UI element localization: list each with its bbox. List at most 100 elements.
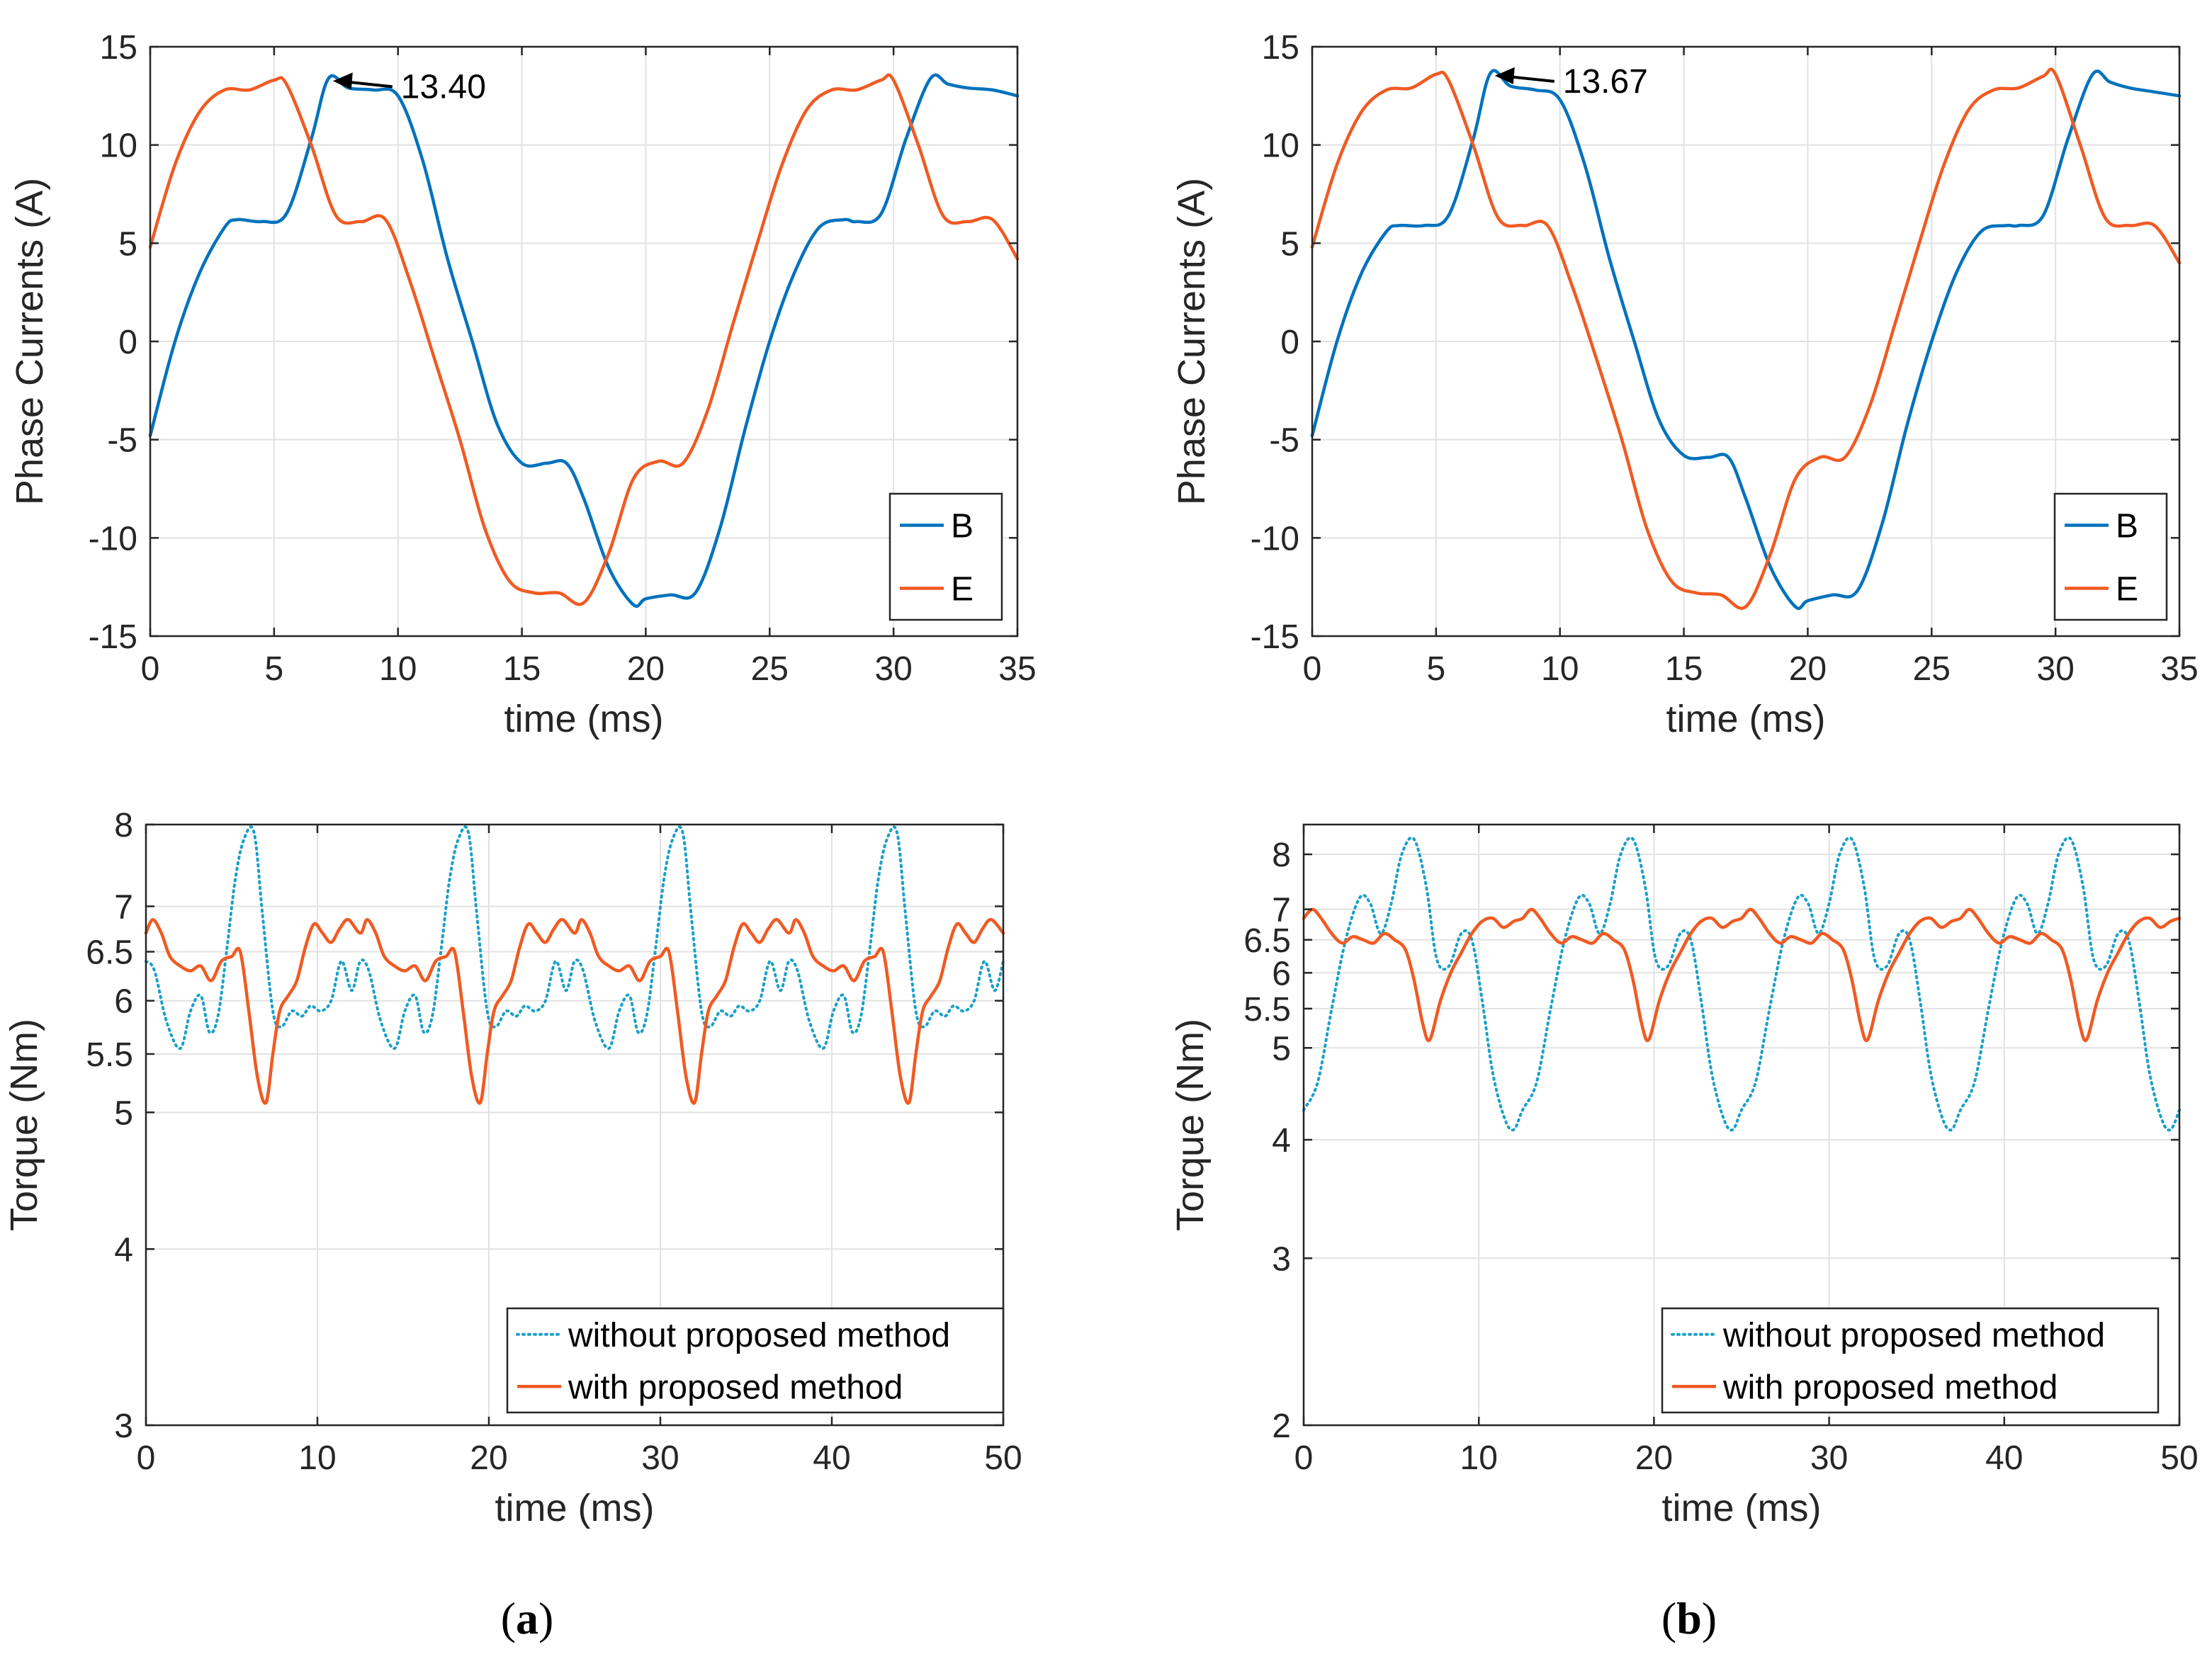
y-tick-label: -5 xyxy=(1269,422,1299,460)
y-axis-label: Phase Currents (A) xyxy=(1170,178,1213,505)
x-axis-label: time (ms) xyxy=(1662,1487,1822,1529)
legend-box xyxy=(888,492,1003,621)
axes-box xyxy=(1302,823,2181,1427)
y-tick-label: 7 xyxy=(114,888,133,926)
x-tick-label: 0 xyxy=(1303,650,1322,688)
series-line-with xyxy=(144,917,1005,1105)
x-tick-label: 30 xyxy=(641,1439,679,1477)
x-tick-label: 30 xyxy=(2036,650,2074,688)
legend-box xyxy=(506,1307,1005,1414)
annotation-arrow-head xyxy=(1494,67,1515,84)
legend-label: E xyxy=(951,571,974,608)
y-tick-label: 5.5 xyxy=(86,1036,133,1074)
x-tick-label: 10 xyxy=(298,1439,336,1477)
y-tick-label: 10 xyxy=(100,128,137,165)
x-tick-label: 20 xyxy=(470,1439,507,1477)
y-tick-label: 3 xyxy=(1272,1240,1291,1278)
annotation-arrow-head xyxy=(332,72,353,90)
axes-box xyxy=(145,823,1005,1427)
series-line-b xyxy=(148,73,1020,608)
y-tick-label: -10 xyxy=(1251,520,1299,557)
y-tick-label: 3 xyxy=(114,1408,133,1445)
series-line-with xyxy=(1302,907,2182,1043)
legend-box xyxy=(1661,1307,2160,1414)
series-line-without xyxy=(145,825,1005,1051)
x-tick-label: 5 xyxy=(1427,650,1446,688)
x-tick-label: 0 xyxy=(1294,1439,1314,1477)
x-axis-label: time (ms) xyxy=(495,1487,655,1529)
x-tick-label: 25 xyxy=(751,650,789,688)
x-tick-label: 10 xyxy=(1541,650,1579,688)
series-line-b xyxy=(1310,69,2182,611)
panel-label-a: (a) xyxy=(500,1593,554,1643)
panel-label-b: (b) xyxy=(1661,1593,1717,1643)
x-tick-label: 5 xyxy=(265,650,284,688)
y-tick-label: 0 xyxy=(118,324,137,361)
x-tick-label: 0 xyxy=(137,1439,156,1477)
y-tick-label: 0 xyxy=(1280,324,1299,361)
legend-box xyxy=(2053,492,2168,621)
y-tick-label: 15 xyxy=(100,29,137,67)
y-tick-label: 6.5 xyxy=(86,934,133,972)
y-tick-label: -15 xyxy=(89,618,137,656)
x-tick-label: 35 xyxy=(998,650,1036,688)
chart-a-bottom: 0 10 20 30 40 50 3 4 5 5.5 6 6.5 7 8 time (ms) Torque (… xyxy=(3,807,1022,1529)
x-tick-label: 30 xyxy=(874,650,912,688)
y-tick-label: 15 xyxy=(1262,29,1299,67)
x-tick-label: 25 xyxy=(1913,650,1951,688)
x-tick-label: 50 xyxy=(984,1439,1022,1477)
x-tick-label: 40 xyxy=(1985,1439,2023,1477)
y-tick-label: 8 xyxy=(1272,837,1291,874)
y-tick-label: 5.5 xyxy=(1243,991,1291,1029)
y-tick-label: 4 xyxy=(114,1231,133,1269)
x-tick-label: 20 xyxy=(1789,650,1827,688)
legend-label: E xyxy=(2116,571,2138,608)
legend-label: with proposed method xyxy=(568,1369,903,1406)
annotation-label: 13.67 xyxy=(1563,63,1648,101)
annotation-label: 13.40 xyxy=(401,68,486,106)
chart-b-top: 0 5 10 15 20 25 30 35 -15 -10 -5 0 5 10 15 time (ms) Pha… xyxy=(1170,29,2199,740)
y-tick-label: 10 xyxy=(1262,128,1299,165)
y-tick-label: -10 xyxy=(89,520,137,557)
x-tick-label: 15 xyxy=(503,650,541,688)
legend-label: B xyxy=(951,508,974,545)
x-axis-label: time (ms) xyxy=(1666,698,1826,740)
y-axis-label: Phase Currents (A) xyxy=(9,178,51,505)
legend-label: without proposed method xyxy=(1722,1317,2105,1354)
y-tick-label: 5 xyxy=(1280,225,1299,263)
series-line-e xyxy=(1310,67,2182,610)
x-tick-label: 35 xyxy=(2160,650,2198,688)
y-tick-label: 7 xyxy=(1272,892,1291,929)
series-line-without xyxy=(1302,836,2181,1132)
x-tick-label: 10 xyxy=(1460,1439,1498,1477)
y-tick-label: 4 xyxy=(1272,1122,1291,1160)
y-tick-label: 5 xyxy=(1272,1030,1291,1068)
y-axis-label: Torque (Nm) xyxy=(3,1019,45,1231)
series-line-e xyxy=(148,73,1020,606)
y-tick-label: 5 xyxy=(114,1094,133,1132)
x-tick-label: 20 xyxy=(627,650,665,688)
y-tick-label: 6 xyxy=(1272,955,1291,992)
y-tick-label: -5 xyxy=(107,422,137,460)
y-tick-label: 2 xyxy=(1272,1408,1291,1445)
x-axis-label: time (ms) xyxy=(504,698,664,740)
x-tick-label: 30 xyxy=(1810,1439,1848,1477)
y-tick-label: 8 xyxy=(114,807,133,844)
x-tick-label: 20 xyxy=(1635,1439,1673,1477)
y-tick-label: 6.5 xyxy=(1243,922,1291,960)
legend-label: B xyxy=(2116,508,2138,545)
legend-label: without proposed method xyxy=(568,1317,950,1354)
legend-label: with proposed method xyxy=(1722,1369,2058,1406)
y-tick-label: 6 xyxy=(114,983,133,1021)
x-tick-label: 50 xyxy=(2160,1439,2198,1477)
x-tick-label: 10 xyxy=(379,650,417,688)
y-tick-label: 5 xyxy=(118,225,137,263)
chart-b-bottom: 0 10 20 30 40 50 2 3 4 55.566.57 8 time (ms) Torque … xyxy=(1169,823,2199,1529)
chart-a-top: 0 5 10 15 20 25 30 35 -15 -10 -5 0 5 10 15 time (ms) Pha… xyxy=(9,29,1037,740)
x-tick-label: 15 xyxy=(1665,650,1703,688)
x-tick-label: 0 xyxy=(141,650,160,688)
y-tick-label: -15 xyxy=(1251,618,1299,656)
x-tick-label: 40 xyxy=(813,1439,850,1477)
y-axis-label: Torque (Nm) xyxy=(1169,1019,1212,1231)
